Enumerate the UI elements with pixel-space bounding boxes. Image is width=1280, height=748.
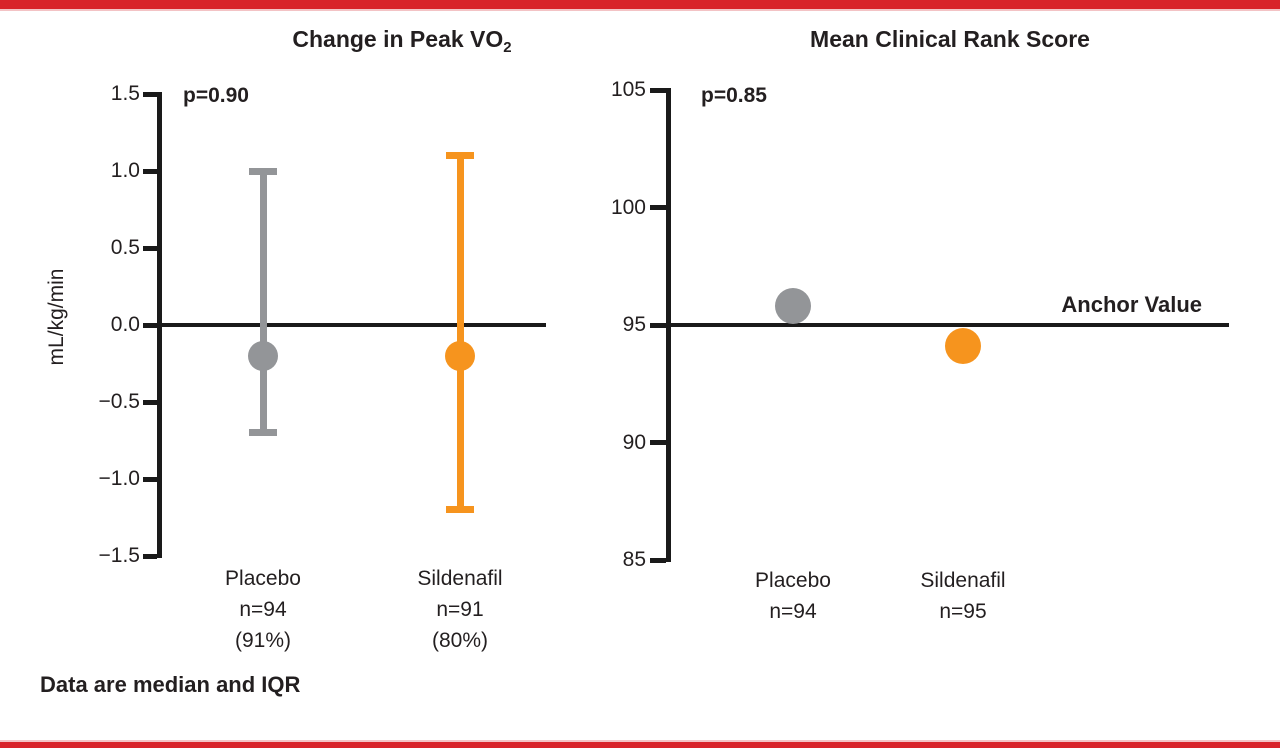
placebo-median-dot [248, 340, 278, 371]
sildenafil-iqr-lower-cap [446, 506, 474, 514]
sildenafil-median-dot [445, 340, 475, 371]
placebo-iqr-bar [259, 171, 267, 433]
right-y-axis-tick [650, 87, 666, 93]
right-panel-p-value: p=0.85 [701, 84, 767, 107]
left-panel-title: Change in Peak VO2 [202, 26, 602, 56]
left-panel-p-value: p=0.90 [183, 84, 249, 107]
right-y-axis-tick-label: 90 [622, 430, 646, 454]
left-y-axis-tick [143, 553, 157, 559]
footer-note: Data are median and IQR [40, 672, 301, 697]
left-y-axis-tick-label: 0.5 [110, 236, 140, 259]
left-y-axis-tick [143, 245, 157, 251]
anchor-value-line [671, 323, 1229, 327]
placebo-category-label: Placebo n=94 (91%) [225, 567, 301, 652]
placebo-mean-dot [775, 288, 811, 325]
right-y-axis [666, 88, 671, 562]
left-zero-baseline [162, 323, 546, 327]
placebo-iqr-lower-cap [249, 429, 277, 437]
left-y-axis-tick-label: 1.5 [110, 82, 140, 105]
left-y-axis-tick [143, 399, 157, 405]
right-y-axis-tick-label: 95 [622, 313, 646, 336]
right-y-axis-tick [650, 557, 666, 563]
right-y-axis-tick [650, 440, 666, 445]
right-panel-title: Mean Clinical Rank Score [810, 26, 1090, 52]
top-border-bar [0, 0, 1280, 11]
placebo-iqr-upper-cap [249, 167, 277, 175]
left-y-axis-tick-label: 1.0 [110, 159, 140, 182]
left-panel-title-text: Change in Peak VO [292, 26, 504, 52]
right-y-axis-tick [650, 205, 666, 210]
sildenafil-category-label: Sildenafil n=91 (80%) [417, 567, 503, 652]
left-y-axis-tick-label: −1.5 [98, 544, 140, 567]
anchor-value-label: Anchor Value [1061, 292, 1202, 317]
right-y-axis-tick-label: 85 [622, 548, 646, 571]
sildenafil-iqr-upper-cap [446, 152, 474, 160]
sildenafil-iqr-bar [456, 155, 464, 510]
left-panel-title-subscript: 2 [503, 39, 512, 56]
left-panel-y-axis-label: mL/kg/min [45, 268, 68, 366]
left-y-axis [157, 92, 162, 558]
left-y-axis-tick-label: 0.0 [110, 313, 140, 336]
bottom-border-bar [0, 740, 1280, 748]
sildenafil-mean-dot [945, 328, 981, 365]
right-y-axis-tick-label: 105 [610, 78, 646, 101]
left-y-axis-tick [143, 476, 157, 482]
left-y-axis-tick [143, 322, 157, 328]
left-y-axis-tick [143, 91, 157, 97]
placebo-category-label: Placebo n=94 [755, 569, 831, 623]
right-y-axis-tick [650, 322, 666, 328]
left-y-axis-tick-label: −0.5 [98, 390, 140, 413]
left-y-axis-tick-label: −1.0 [98, 467, 140, 490]
left-y-axis-tick [143, 168, 157, 174]
sildenafil-category-label: Sildenafil n=95 [920, 569, 1006, 623]
right-y-axis-tick-label: 100 [610, 195, 646, 219]
